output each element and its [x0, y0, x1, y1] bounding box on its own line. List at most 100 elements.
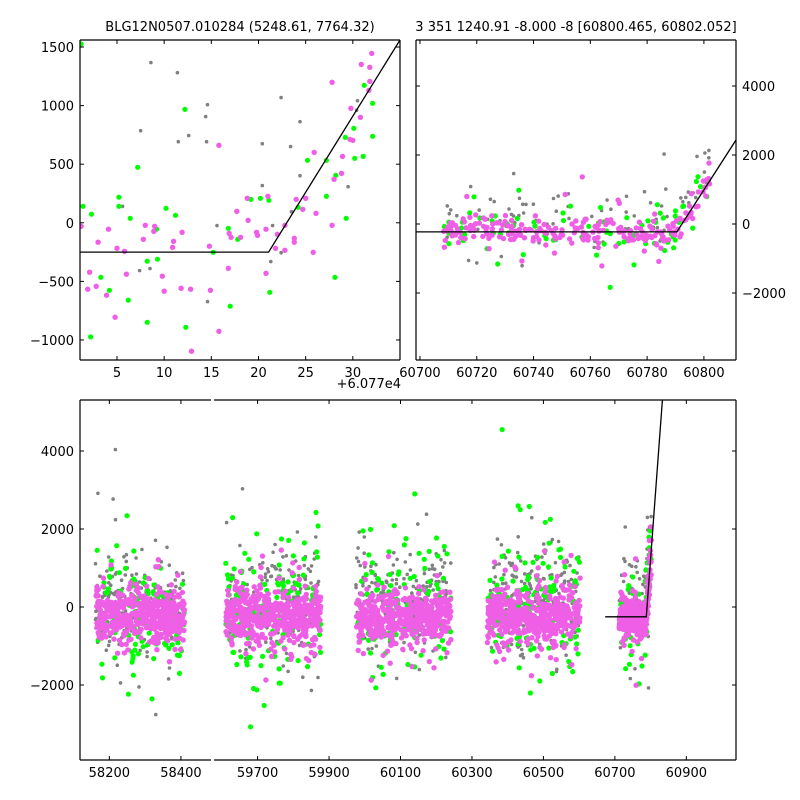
- bottom-point-gray: [301, 675, 305, 679]
- bottom-point-green: [693, 585, 698, 590]
- bottom-point-magenta: [136, 590, 141, 595]
- top-left-point-gray: [269, 260, 273, 264]
- bottom-point-magenta: [701, 614, 706, 619]
- bottom-point-gray: [743, 586, 747, 590]
- bottom-point-gray: [285, 554, 289, 558]
- top-right-point-magenta: [569, 221, 574, 226]
- bottom-point-green: [788, 610, 793, 615]
- bottom-point-magenta: [780, 614, 785, 619]
- bottom-point-gray: [613, 521, 617, 525]
- bottom-point-magenta: [180, 619, 185, 624]
- bottom-point-magenta: [659, 608, 664, 613]
- bottom-point-green: [663, 595, 668, 600]
- bottom-point-magenta: [176, 594, 181, 599]
- bottom-point-magenta: [689, 615, 694, 620]
- bottom-point-magenta: [784, 612, 789, 617]
- top-left-point-magenta: [273, 246, 278, 251]
- bottom-point-magenta: [753, 619, 758, 624]
- bottom-point-magenta: [758, 618, 763, 623]
- bottom-point-gray: [244, 648, 248, 652]
- bottom-point-magenta: [666, 606, 671, 611]
- bottom-point-magenta: [766, 615, 771, 620]
- bottom-point-magenta: [674, 611, 679, 616]
- bottom-point-magenta: [703, 606, 708, 611]
- bottom-point-magenta: [700, 607, 705, 612]
- top-left-point-green: [116, 195, 121, 200]
- bottom-point-magenta: [763, 626, 768, 631]
- bottom-point-gray: [653, 597, 657, 601]
- top-right-point-magenta: [563, 192, 568, 197]
- top-left-point-magenta: [112, 315, 117, 320]
- bottom-point-magenta: [156, 557, 161, 562]
- top-left-point-magenta: [152, 224, 157, 229]
- bottom-point-magenta: [755, 609, 760, 614]
- bottom-point-green: [680, 553, 685, 558]
- bottom-point-magenta: [666, 621, 671, 626]
- bottom-point-magenta: [786, 612, 791, 617]
- bottom-point-magenta: [157, 589, 162, 594]
- bottom-point-magenta: [683, 609, 688, 614]
- bottom-point-magenta: [757, 594, 762, 599]
- bottom-point-green: [780, 523, 785, 528]
- bottom-point-magenta: [146, 576, 151, 581]
- bottom-point-gray: [671, 589, 675, 593]
- top-left-point-magenta: [311, 250, 316, 255]
- bottom-point-magenta: [775, 554, 780, 559]
- bottom-point-gray: [707, 626, 711, 630]
- bottom-point-magenta: [681, 604, 686, 609]
- bottom-point-gray: [687, 578, 691, 582]
- bottom-point-gray: [776, 584, 780, 588]
- bottom-point-gray: [663, 578, 667, 582]
- top-right-point-magenta: [658, 246, 663, 251]
- bottom-point-magenta: [115, 651, 120, 656]
- bottom-point-magenta: [770, 628, 775, 633]
- top-right-point-magenta: [672, 232, 677, 237]
- bottom-point-magenta: [749, 608, 754, 613]
- top-right-point-green: [602, 241, 607, 246]
- bottom-point-magenta: [795, 608, 800, 613]
- bottom-point-magenta: [765, 623, 770, 628]
- bottom-point-gray: [443, 561, 447, 565]
- bottom-point-magenta: [692, 629, 697, 634]
- bottom-point-magenta: [760, 609, 765, 614]
- bottom-point-gray: [770, 627, 774, 631]
- bottom-point-green: [784, 601, 789, 606]
- bottom-point-gray: [784, 578, 788, 582]
- bottom-point-gray: [655, 612, 659, 616]
- bottom-point-gray: [777, 601, 781, 605]
- bottom-point-gray: [676, 568, 680, 572]
- top-right-point-gray: [507, 207, 511, 211]
- bottom-point-magenta: [747, 613, 752, 618]
- bottom-point-gray: [519, 654, 523, 658]
- top-right-point-magenta: [652, 233, 657, 238]
- bottom-point-magenta: [698, 623, 703, 628]
- bottom-point-magenta: [694, 605, 699, 610]
- bottom-point-gray: [773, 603, 777, 607]
- bottom-point-gray: [692, 613, 696, 617]
- bottom-point-gray: [762, 573, 766, 577]
- top-right-point-gray: [643, 190, 647, 194]
- bottom-point-magenta: [691, 595, 696, 600]
- bottom-point-green: [699, 599, 704, 604]
- top-right-point-gray: [555, 209, 559, 213]
- bottom-point-magenta: [154, 635, 159, 640]
- bottom-point-magenta: [669, 615, 674, 620]
- bottom-point-magenta: [162, 604, 167, 609]
- bottom-point-gray: [554, 561, 558, 565]
- bottom-point-green: [673, 625, 678, 630]
- bottom-point-green: [117, 570, 122, 575]
- bottom-point-gray: [667, 568, 671, 572]
- bottom-point-magenta: [655, 601, 660, 606]
- bottom-point-gray: [370, 647, 374, 651]
- top-left-point-magenta: [339, 171, 344, 176]
- top-right-point-green: [698, 184, 703, 189]
- bottom-point-magenta: [659, 603, 664, 608]
- bottom-point-magenta: [766, 619, 771, 624]
- bottom-point-green: [679, 625, 684, 630]
- top-right-point-magenta: [533, 213, 538, 218]
- bottom-point-magenta: [775, 620, 780, 625]
- bottom-point-green: [750, 617, 755, 622]
- bottom-point-magenta: [773, 615, 778, 620]
- bottom-point-gray: [784, 599, 788, 603]
- bottom-point-gray: [673, 652, 677, 656]
